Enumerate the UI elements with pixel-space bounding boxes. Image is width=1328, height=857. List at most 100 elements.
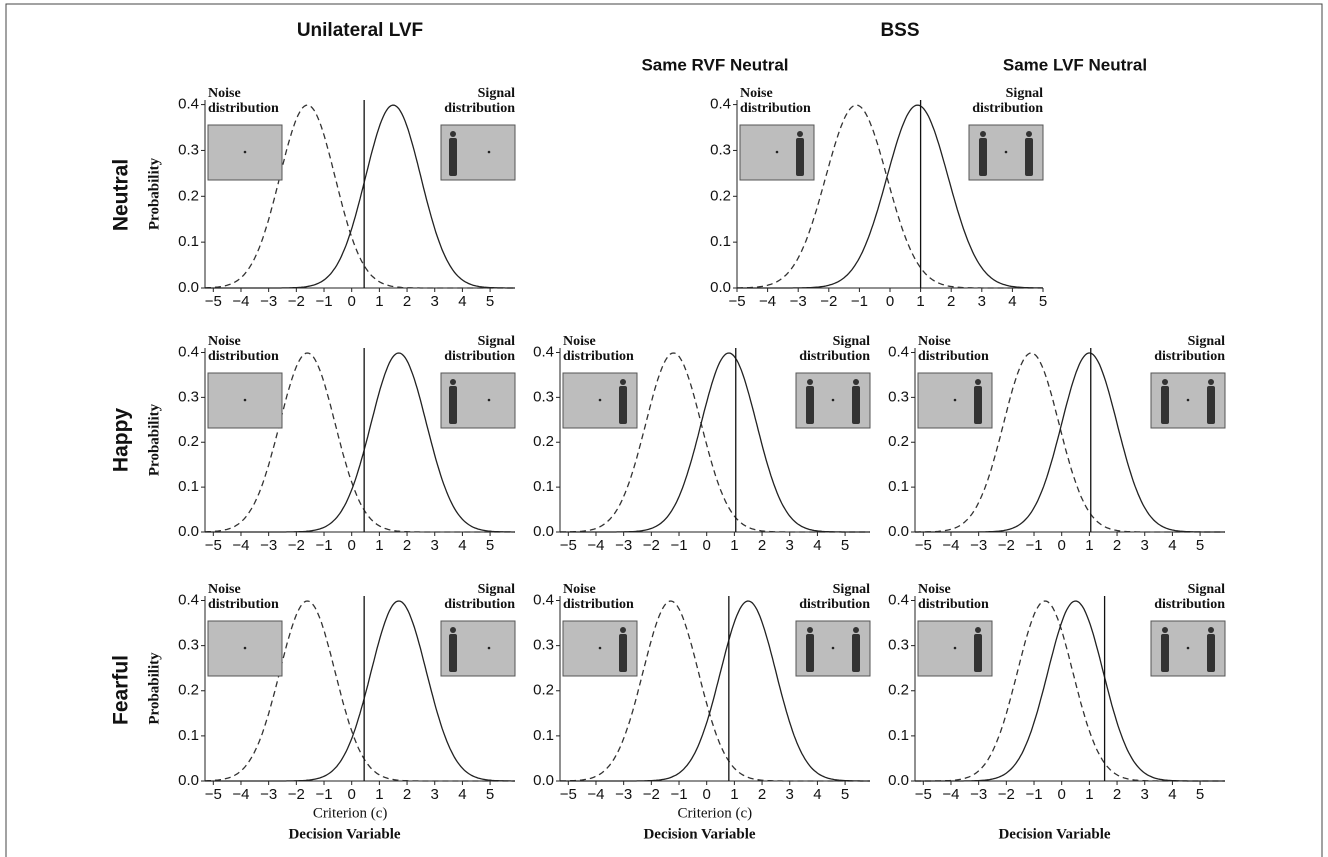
y-tick-label: 0.2 xyxy=(178,433,199,450)
x-tick-label: 4 xyxy=(813,786,821,803)
distribution-curve xyxy=(205,104,515,289)
y-tick-label: 0.2 xyxy=(888,433,909,450)
series-label: Signal distribution xyxy=(444,334,515,364)
x-tick-label: −2 xyxy=(288,537,305,554)
y-tick-label: 0.3 xyxy=(178,637,199,654)
series-label: Noise distribution xyxy=(563,582,634,612)
figure-body xyxy=(449,634,457,672)
figure-head xyxy=(807,379,813,385)
series-label: Noise distribution xyxy=(208,86,279,116)
x-tick-label: −5 xyxy=(205,537,222,554)
y-tick-label: 0.3 xyxy=(533,388,554,405)
fixation-dot xyxy=(598,398,602,402)
series-label: Signal distribution xyxy=(799,334,870,364)
distribution-curve xyxy=(915,352,1225,533)
x-tick-label: −1 xyxy=(670,786,687,803)
y-tick-label: 0.1 xyxy=(178,478,199,495)
y-axis-label: Probability xyxy=(146,652,162,725)
x-tick-label: 0 xyxy=(348,293,356,310)
y-tick-label: 0.4 xyxy=(178,343,199,360)
fixation-dot xyxy=(953,646,957,650)
figure-head xyxy=(1208,379,1214,385)
x-tick-label: −2 xyxy=(288,786,305,803)
frame xyxy=(5,3,1323,857)
fixation-dot xyxy=(487,646,491,650)
y-tick-label: 0.3 xyxy=(888,637,909,654)
column-header: BSS xyxy=(880,20,919,41)
y-tick-label: 0.0 xyxy=(533,772,554,789)
distribution-curve xyxy=(205,600,515,782)
y-tick-label: 0.4 xyxy=(533,591,554,608)
figure-head xyxy=(620,627,626,633)
column-header: Unilateral LVF xyxy=(297,20,423,41)
y-tick-label: 0.2 xyxy=(178,187,199,204)
x-tick-label: 5 xyxy=(486,293,494,310)
x-tick-label: 1 xyxy=(730,537,738,554)
figure-body xyxy=(619,386,627,424)
y-tick-label: 0.1 xyxy=(533,727,554,744)
figure-body xyxy=(979,138,987,176)
subcolumn-header: Same LVF Neutral xyxy=(1003,55,1147,74)
figure-head xyxy=(975,379,981,385)
x-tick-label: 2 xyxy=(1113,786,1121,803)
distribution-curve xyxy=(915,352,1225,533)
distribution-curve xyxy=(205,352,515,533)
fixation-dot xyxy=(487,398,491,402)
series-label: Noise distribution xyxy=(918,334,989,364)
y-tick-label: 0.2 xyxy=(533,433,554,450)
x-tick-label: −1 xyxy=(315,537,332,554)
row-label: Neutral xyxy=(110,159,133,231)
x-tick-label: 4 xyxy=(813,537,821,554)
figure-body xyxy=(1161,386,1169,424)
x-tick-label: 3 xyxy=(786,537,794,554)
x-tick-label: 1 xyxy=(730,786,738,803)
figure-body xyxy=(619,634,627,672)
fixation-dot xyxy=(831,398,835,402)
y-tick-label: 0.0 xyxy=(888,772,909,789)
y-tick-label: 0.3 xyxy=(533,637,554,654)
x-tick-label: 2 xyxy=(758,786,766,803)
y-tick-label: 0.1 xyxy=(888,727,909,744)
y-tick-label: 0.0 xyxy=(710,279,731,296)
figure-body xyxy=(1161,634,1169,672)
x-tick-label: 3 xyxy=(431,537,439,554)
x-tick-label: −4 xyxy=(759,293,776,310)
x-tick-label: −1 xyxy=(670,537,687,554)
series-label: Signal distribution xyxy=(799,582,870,612)
x-tick-label: −3 xyxy=(970,537,987,554)
x-tick-label: 5 xyxy=(486,537,494,554)
y-tick-label: 0.2 xyxy=(533,682,554,699)
y-tick-label: 0.3 xyxy=(710,141,731,158)
y-tick-label: 0.4 xyxy=(710,96,731,113)
x-axis-label: Decision Variable xyxy=(288,826,400,842)
series-label: Noise distribution xyxy=(208,582,279,612)
criterion-label: Criterion (c) xyxy=(678,805,753,821)
x-tick-label: −5 xyxy=(205,786,222,803)
fixation-dot xyxy=(243,150,247,154)
x-tick-label: 2 xyxy=(758,537,766,554)
figure-head xyxy=(450,379,456,385)
x-tick-label: 0 xyxy=(348,537,356,554)
x-tick-label: 3 xyxy=(786,786,794,803)
x-tick-label: −3 xyxy=(790,293,807,310)
x-tick-label: 1 xyxy=(1085,786,1093,803)
x-tick-label: −4 xyxy=(587,537,604,554)
x-axis-label: Decision Variable xyxy=(998,826,1110,842)
x-tick-label: −5 xyxy=(915,786,932,803)
x-tick-label: −4 xyxy=(232,293,249,310)
series-label: Noise distribution xyxy=(563,334,634,364)
x-tick-label: 3 xyxy=(978,293,986,310)
x-tick-label: −4 xyxy=(587,786,604,803)
y-tick-label: 0.1 xyxy=(888,478,909,495)
figure-body xyxy=(449,138,457,176)
figure-head xyxy=(1026,131,1032,137)
x-tick-label: 0 xyxy=(348,786,356,803)
distribution-curve xyxy=(737,104,1044,289)
distribution-curve xyxy=(737,104,1043,289)
y-tick-label: 0.4 xyxy=(888,343,909,360)
fixation-dot xyxy=(487,150,491,154)
x-tick-label: −2 xyxy=(643,537,660,554)
x-tick-label: 4 xyxy=(1168,537,1176,554)
figure-body xyxy=(449,386,457,424)
x-tick-label: −1 xyxy=(851,293,868,310)
